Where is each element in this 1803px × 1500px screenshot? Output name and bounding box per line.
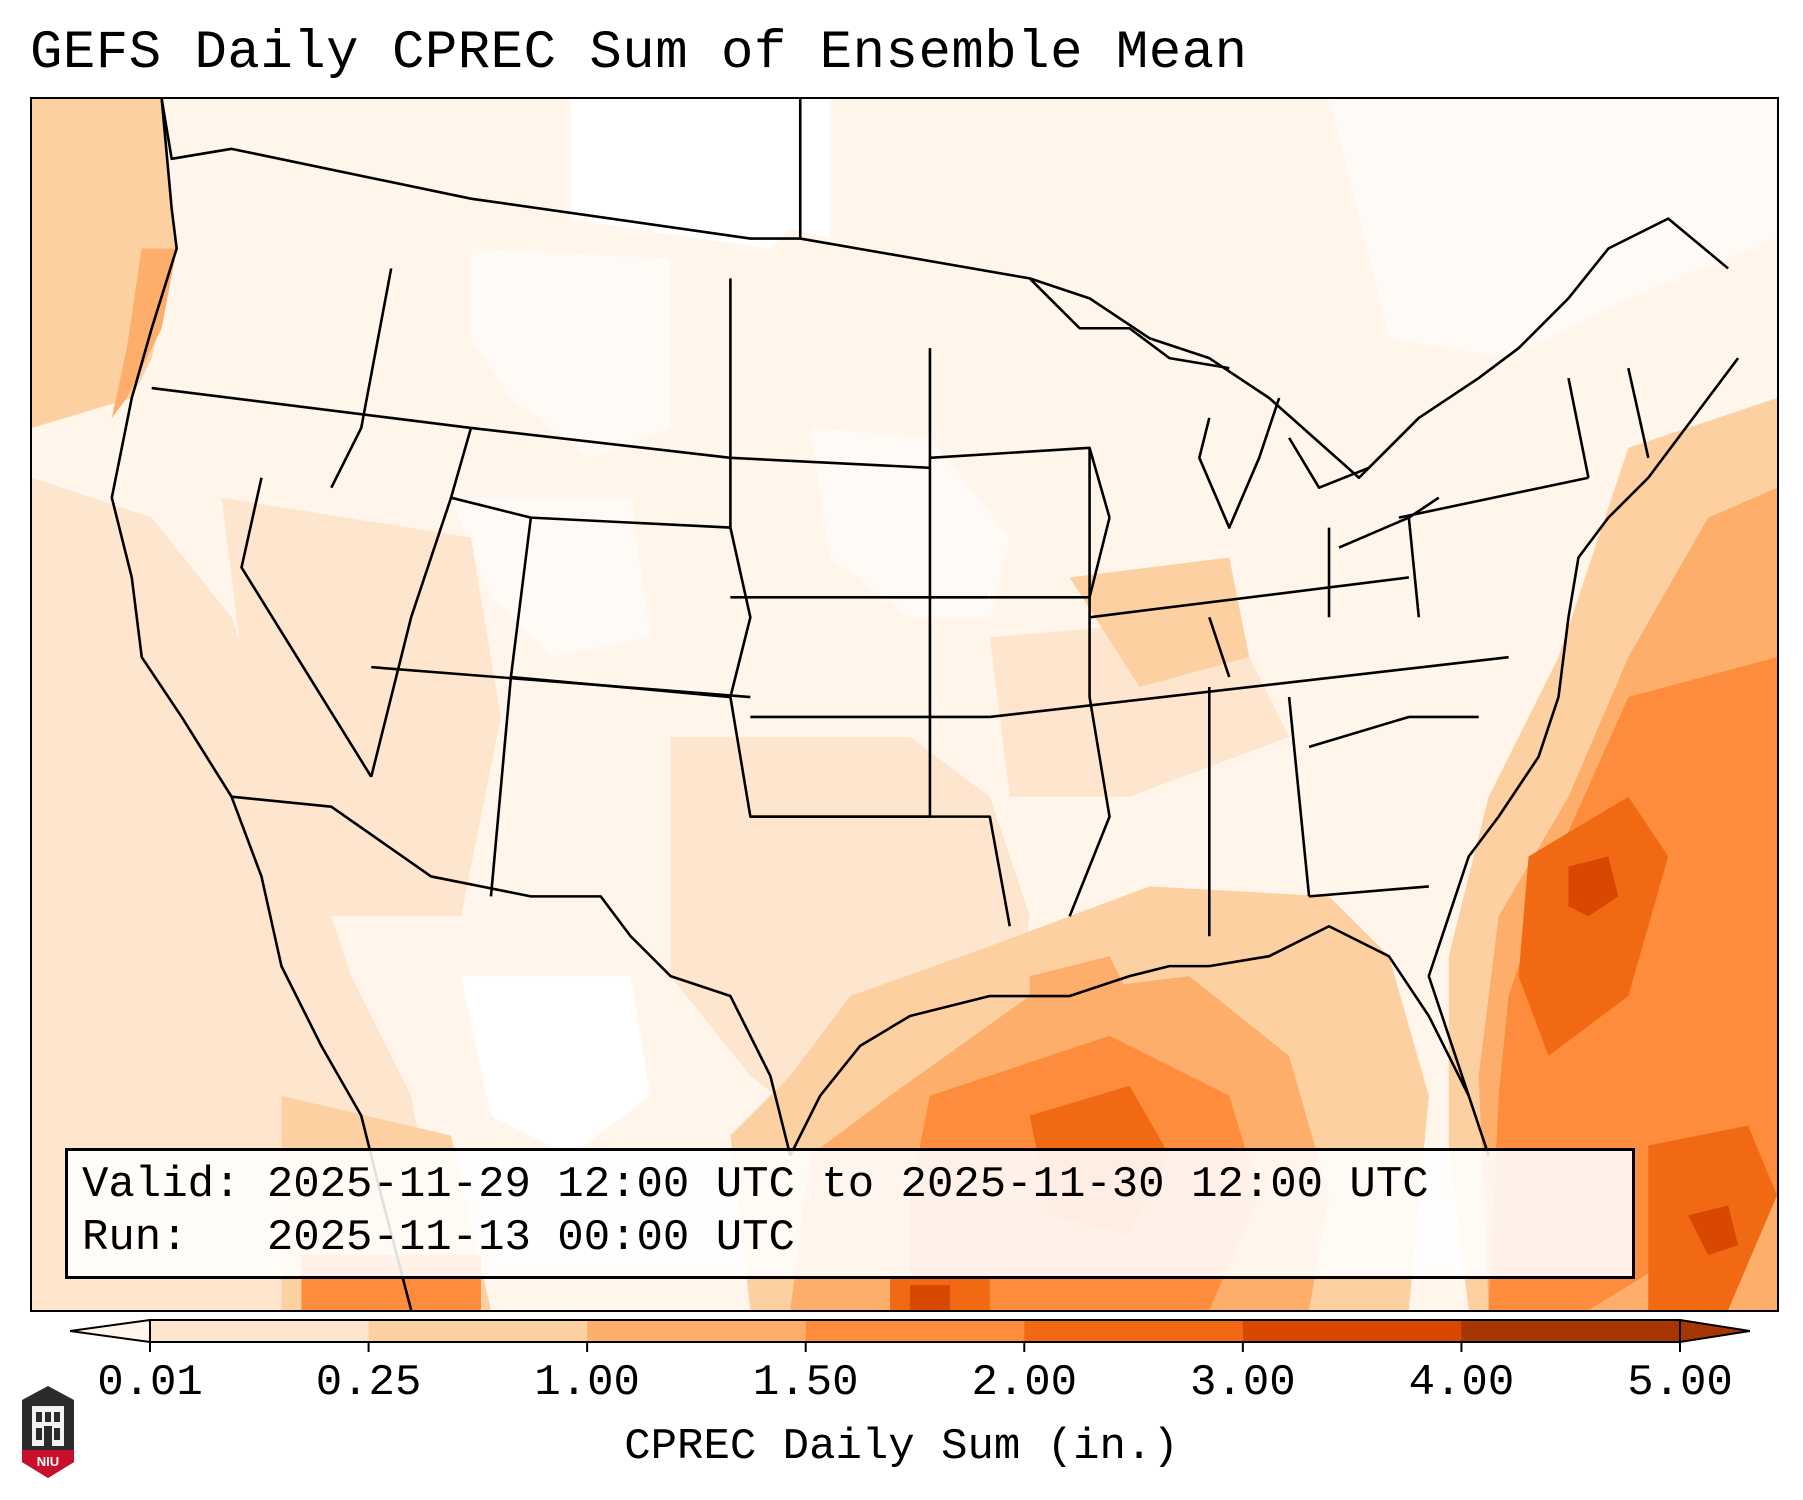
colorbar-tick-marks xyxy=(149,1342,1681,1352)
colorbar-extend-min xyxy=(70,1318,151,1344)
colorbar-segments xyxy=(70,1318,1750,1344)
colorbar-tick-label: 4.00 xyxy=(1408,1358,1515,1408)
logo-text: NIU xyxy=(37,1454,59,1469)
colorbar-segment xyxy=(805,1320,1025,1342)
colorbar-segment xyxy=(368,1320,588,1342)
colorbar-segment xyxy=(150,1320,370,1342)
valid-run-info-box: Valid: 2025-11-29 12:00 UTC to 2025-11-3… xyxy=(65,1148,1635,1279)
colorbar-tick-label: 3.00 xyxy=(1190,1358,1296,1408)
valid-line: Valid: 2025-11-29 12:00 UTC to 2025-11-3… xyxy=(82,1159,1618,1212)
run-time: 2025-11-13 00:00 UTC xyxy=(266,1213,795,1263)
map-canvas xyxy=(32,99,1777,1310)
page-title: GEFS Daily CPREC Sum of Ensemble Mean xyxy=(30,23,1248,84)
colorbar-segment xyxy=(1242,1320,1462,1342)
colorbar-tick-label: 5.00 xyxy=(1627,1358,1733,1408)
colorbar-tick-label: 2.00 xyxy=(971,1358,1078,1408)
colorbar xyxy=(70,1318,1750,1352)
run-label: Run: xyxy=(82,1213,188,1263)
precip-map xyxy=(30,97,1779,1312)
colorbar-tick-label: 0.01 xyxy=(97,1358,203,1408)
colorbar-tick-label: 0.25 xyxy=(315,1358,422,1408)
colorbar-segment xyxy=(1024,1320,1244,1342)
colorbar-tick-label: 1.50 xyxy=(752,1358,859,1408)
valid-label: Valid: xyxy=(82,1160,241,1210)
colorbar-segment xyxy=(1461,1320,1681,1342)
colorbar-segment xyxy=(587,1320,807,1342)
colorbar-tick-label: 1.00 xyxy=(534,1358,640,1408)
niu-tower-logo-icon: NIU xyxy=(22,1386,74,1478)
colorbar-title: CPREC Daily Sum (in.) xyxy=(624,1422,1179,1472)
colorbar-extend-max xyxy=(1679,1318,1750,1344)
run-line: Run: 2025-11-13 00:00 UTC xyxy=(82,1212,1618,1265)
valid-time-range: 2025-11-29 12:00 UTC to 2025-11-30 12:00… xyxy=(266,1160,1429,1210)
colorbar-outline xyxy=(149,1319,1681,1343)
political-boundaries xyxy=(110,99,1740,1310)
